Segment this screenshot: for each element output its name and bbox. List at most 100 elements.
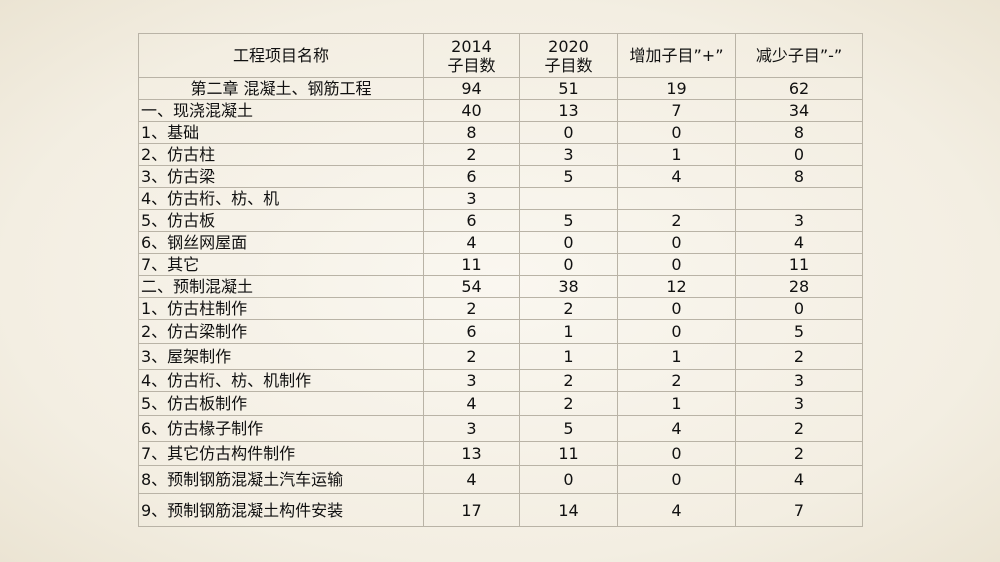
table-cell [617,187,736,210]
table-row: 5、仿古板 6 5 2 3 [138,209,863,232]
table-row: 3、屋架制作 2 1 1 2 [138,343,863,370]
table-cell: 6、钢丝网屋面 [138,231,424,254]
table-row: 5、仿古板制作 4 2 1 3 [138,391,863,416]
table-row: 1、基础 8 0 0 8 [138,121,863,144]
table-cell: 12 [617,275,736,298]
table-cell: 6 [423,319,520,344]
table-cell: 第二章 混凝土、钢筋工程 [138,77,424,100]
table-row: 6、钢丝网屋面 4 0 0 4 [138,231,863,254]
table-cell: 1 [519,343,618,370]
table-cell: 11 [519,441,618,466]
table-cell: 3 [423,415,520,442]
table-cell: 2 [423,343,520,370]
header-text: 减少子目”-” [755,46,843,65]
table-cell: 3 [735,209,863,232]
table-cell: 4、仿古桁、枋、机 [138,187,424,210]
table-cell: 2、仿古柱 [138,143,424,166]
table-row: 4、仿古桁、枋、机 3 [138,187,863,210]
header-cell: 工程项目名称 [138,33,424,78]
table-row: 二、预制混凝土 54 38 12 28 [138,275,863,298]
header-text: 增加子目”+” [629,46,724,65]
table-cell: 0 [617,231,736,254]
header-text: 2014 [451,36,492,56]
table-cell: 0 [617,297,736,320]
table-cell: 0 [735,297,863,320]
table-cell: 3 [423,369,520,392]
table-cell [735,187,863,210]
header-text: 子目数 [544,55,593,75]
table-cell: 11 [423,253,520,276]
table-cell: 28 [735,275,863,298]
table-cell: 0 [617,319,736,344]
table-cell: 34 [735,99,863,122]
table-cell: 11 [735,253,863,276]
table-cell: 2 [423,143,520,166]
table-cell: 13 [519,99,618,122]
table-row: 1、仿古柱制作 2 2 0 0 [138,297,863,320]
table-cell: 4 [617,165,736,188]
table-cell: 1、基础 [138,121,424,144]
table-cell: 2 [519,391,618,416]
table-row: 7、其它 11 0 0 11 [138,253,863,276]
table-row: 4、仿古桁、枋、机制作 3 2 2 3 [138,369,863,392]
data-table: 工程项目名称 2014 子目数 2020 子目数 增加子目”+” 减少子目”-” 第二章 混… [138,33,863,527]
header-cell: 2020 子目数 [519,33,618,78]
table-row: 2、仿古梁制作 6 1 0 5 [138,319,863,344]
table-body: 第二章 混凝土、钢筋工程 94 51 19 62 一、现浇混凝土 40 13 7 34 1、基础 8 0… [138,77,863,527]
table-cell: 5 [735,319,863,344]
header-text: 2020 [548,36,589,56]
table-row: 一、现浇混凝土 40 13 7 34 [138,99,863,122]
table-row: 3、仿古梁 6 5 4 8 [138,165,863,188]
table-cell: 3 [735,369,863,392]
table-cell: 2 [735,441,863,466]
table-cell: 0 [617,465,736,494]
table-cell: 5 [519,165,618,188]
table-cell: 4、仿古桁、枋、机制作 [138,369,424,392]
table-row: 9、预制钢筋混凝土构件安装 17 14 4 7 [138,493,863,527]
table-cell: 5 [519,209,618,232]
table-cell: 3、仿古梁 [138,165,424,188]
table-cell: 8、预制钢筋混凝土汽车运输 [138,465,424,494]
table-cell: 38 [519,275,618,298]
table-cell: 54 [423,275,520,298]
table-cell: 0 [519,231,618,254]
table-cell: 2 [617,369,736,392]
table-cell: 5、仿古板制作 [138,391,424,416]
table-cell: 62 [735,77,863,100]
table-cell: 二、预制混凝土 [138,275,424,298]
table-cell: 0 [617,441,736,466]
table-row: 7、其它仿古构件制作 13 11 0 2 [138,441,863,466]
table-cell: 9、预制钢筋混凝土构件安装 [138,493,424,527]
table-cell: 1、仿古柱制作 [138,297,424,320]
table-cell: 2 [519,369,618,392]
table-cell: 3 [423,187,520,210]
table-cell: 6、仿古椽子制作 [138,415,424,442]
table-cell: 0 [519,465,618,494]
table-cell: 2、仿古梁制作 [138,319,424,344]
table-cell [519,187,618,210]
table-cell: 5、仿古板 [138,209,424,232]
table-cell: 4 [423,391,520,416]
table-cell: 4 [617,493,736,527]
table-cell: 3、屋架制作 [138,343,424,370]
table-cell: 3 [519,143,618,166]
table-cell: 5 [519,415,618,442]
table-cell: 13 [423,441,520,466]
table-row: 6、仿古椽子制作 3 5 4 2 [138,415,863,442]
table-cell: 4 [735,465,863,494]
table-cell: 1 [617,143,736,166]
table-cell: 40 [423,99,520,122]
table-cell: 3 [735,391,863,416]
table-cell: 2 [735,415,863,442]
table-cell: 6 [423,209,520,232]
table-cell: 2 [519,297,618,320]
table-cell: 0 [519,121,618,144]
table-cell: 2 [617,209,736,232]
header-cell: 增加子目”+” [617,33,736,78]
table-cell: 0 [617,121,736,144]
header-row: 工程项目名称 2014 子目数 2020 子目数 增加子目”+” 减少子目”-” [138,33,863,78]
table-row: 8、预制钢筋混凝土汽车运输 4 0 0 4 [138,465,863,494]
table-cell: 4 [423,231,520,254]
table-cell: 4 [735,231,863,254]
